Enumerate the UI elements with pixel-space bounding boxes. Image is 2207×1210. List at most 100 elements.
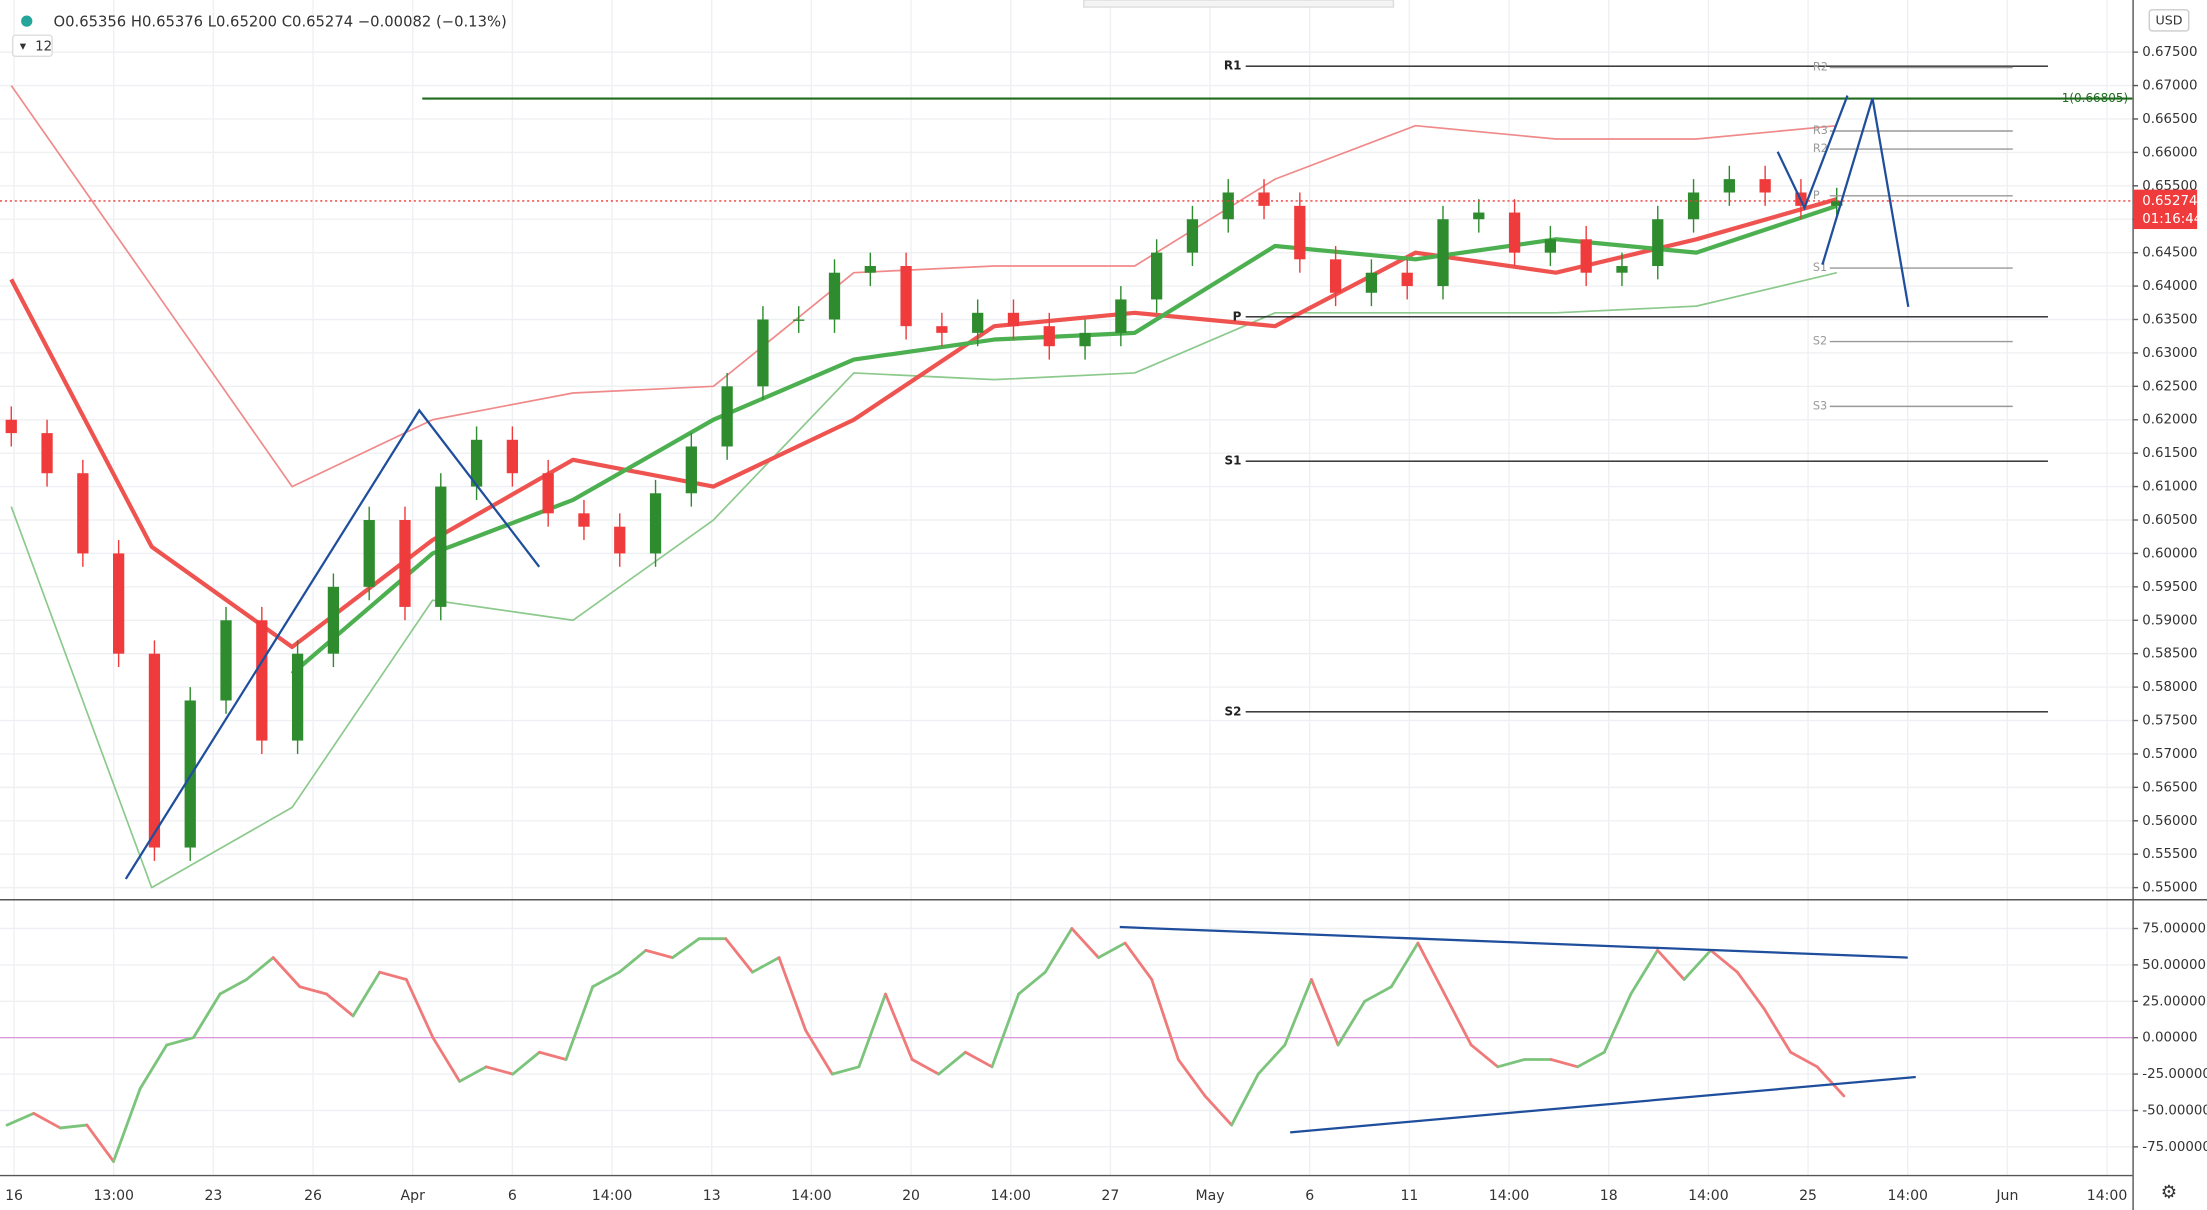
- y-tick-label: 75.00000: [2142, 922, 2206, 937]
- currency-box[interactable]: [2148, 9, 2190, 32]
- candle-body: [1043, 326, 1055, 347]
- trend-drawing: [1776, 95, 1849, 211]
- rsi-segment: [404, 978, 435, 1040]
- rsi-segment: [58, 1123, 89, 1130]
- rsi-segment: [165, 1036, 195, 1047]
- x-tick-label: 14:00: [592, 1188, 633, 1204]
- rsi-segment: [1176, 1058, 1207, 1098]
- y-tick-label: 0.62000: [2142, 413, 2197, 428]
- rsi-segment: [1602, 992, 1633, 1054]
- rsi-segment: [937, 1050, 967, 1076]
- candle-body: [113, 553, 125, 654]
- y-tick-label: 0.58500: [2142, 647, 2197, 662]
- candle-body: [1401, 272, 1413, 287]
- x-tick-label: 18: [1600, 1188, 1618, 1204]
- level-label: P: [1813, 189, 1820, 202]
- y-tick-label: 25.00000: [2142, 994, 2206, 1009]
- grid: [0, 0, 2133, 1175]
- indicator-line: [10, 271, 1838, 889]
- y-tick-label: -25.00000: [2142, 1067, 2207, 1082]
- rsi-segment: [1443, 992, 1473, 1047]
- rsi-segment: [1017, 970, 1047, 996]
- rsi-segment: [1097, 941, 1127, 960]
- ohlc-header: O0.65356 H0.65376 L0.65200 C0.65274 −0.0…: [53, 14, 506, 31]
- trend-drawing: [1119, 925, 1908, 959]
- y-tick-label: 50.00000: [2142, 958, 2206, 973]
- rsi-segment: [910, 1058, 941, 1076]
- rsi-segment: [591, 970, 621, 989]
- rsi-segment: [804, 1029, 834, 1076]
- interval-icon: ▾: [20, 38, 27, 53]
- candle-body: [435, 486, 447, 607]
- candle-body: [1294, 205, 1306, 260]
- candle-body: [614, 526, 626, 554]
- candle-body: [363, 520, 375, 587]
- candle-body: [470, 439, 483, 487]
- rsi-segment: [351, 970, 382, 1018]
- rsi-segment: [617, 948, 648, 974]
- x-tick-label: 16: [5, 1188, 23, 1204]
- candle-body: [1723, 179, 1735, 193]
- x-tick-label: 23: [204, 1188, 222, 1204]
- y-tick-label: 0.55500: [2142, 847, 2197, 862]
- status-dot: [21, 15, 33, 27]
- rsi-segment: [5, 1111, 36, 1127]
- level-label: S3: [1813, 399, 1827, 412]
- level-label: R2: [1813, 61, 1828, 74]
- rsi-segment: [1230, 1072, 1260, 1127]
- x-tick-label: 13:00: [93, 1188, 134, 1204]
- y-tick-label: 0.64000: [2142, 279, 2197, 294]
- candle-body: [148, 653, 161, 848]
- candle-body: [1616, 266, 1628, 273]
- level-label: R3: [1813, 124, 1828, 137]
- x-tick-label: 14:00: [791, 1188, 832, 1204]
- y-tick-label: 0.55000: [2142, 881, 2197, 896]
- rsi-segment: [1363, 985, 1393, 1003]
- rsi-segment: [32, 1111, 62, 1130]
- candle-body: [972, 312, 984, 333]
- rsi-segment: [1815, 1065, 1846, 1098]
- rsi-segment: [1150, 978, 1180, 1061]
- x-tick-label: 14:00: [2087, 1188, 2128, 1204]
- y-tick-label: 0.56000: [2142, 814, 2197, 829]
- candle-body: [1258, 192, 1270, 206]
- candle-body: [1365, 272, 1378, 293]
- candle-body: [757, 319, 769, 387]
- x-tick-label: 27: [1101, 1188, 1119, 1204]
- candle-body: [1186, 219, 1199, 253]
- rsi-segment: [191, 992, 222, 1040]
- rsi-segment: [1656, 948, 1686, 981]
- y-tick-label: 0.66500: [2142, 112, 2197, 127]
- y-tick-label: 0.61500: [2142, 446, 2197, 461]
- interval[interactable]: 12: [35, 39, 52, 54]
- rsi-segment: [1762, 1007, 1793, 1054]
- candle-body: [936, 326, 948, 333]
- candle-body: [542, 473, 554, 514]
- candle-body: [1437, 219, 1449, 287]
- rsi-segment: [1043, 927, 1074, 974]
- x-tick-label: 14:00: [1688, 1188, 1729, 1204]
- rsi-segment: [671, 937, 701, 960]
- rsi-segment: [1070, 927, 1100, 960]
- rsi-segment: [1735, 970, 1766, 1010]
- candle-body: [793, 319, 805, 321]
- rsi-segment: [1256, 1043, 1287, 1076]
- candle-body: [41, 433, 53, 474]
- settings-icon[interactable]: ⚙: [2161, 1182, 2177, 1203]
- rsi-segment: [1310, 978, 1340, 1047]
- rsi-segment: [857, 992, 887, 1069]
- candle-body: [5, 419, 17, 434]
- axes: 16 13:00 23 26 Apr 6 14:00 13 14:00 20 14:00 27 May 6…: [5, 45, 2207, 1204]
- candle-body: [1759, 179, 1771, 193]
- rsi-segment: [1203, 1094, 1233, 1127]
- price-pane: 1(0.66805) R1 P S1 S2 R2 R3 R2 P S1 S2 S3: [0, 59, 2133, 889]
- candle-body: [1831, 200, 1843, 206]
- level-label: 1(0.66805): [2062, 91, 2128, 105]
- interval-box[interactable]: [11, 34, 53, 57]
- currency[interactable]: USD: [2155, 13, 2182, 28]
- indicator-line: [10, 85, 1837, 488]
- candle-body: [1544, 239, 1557, 253]
- x-tick-label: 14:00: [1489, 1188, 1530, 1204]
